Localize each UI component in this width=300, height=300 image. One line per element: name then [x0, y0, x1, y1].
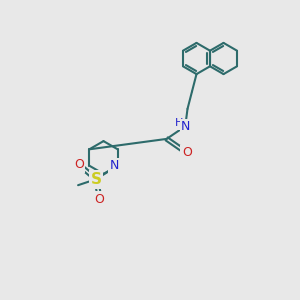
Text: O: O	[74, 158, 84, 171]
Text: H: H	[175, 118, 183, 128]
Text: O: O	[182, 146, 192, 159]
Text: S: S	[91, 172, 102, 187]
Text: N: N	[110, 159, 119, 172]
Text: N: N	[181, 120, 190, 134]
Text: O: O	[95, 193, 105, 206]
